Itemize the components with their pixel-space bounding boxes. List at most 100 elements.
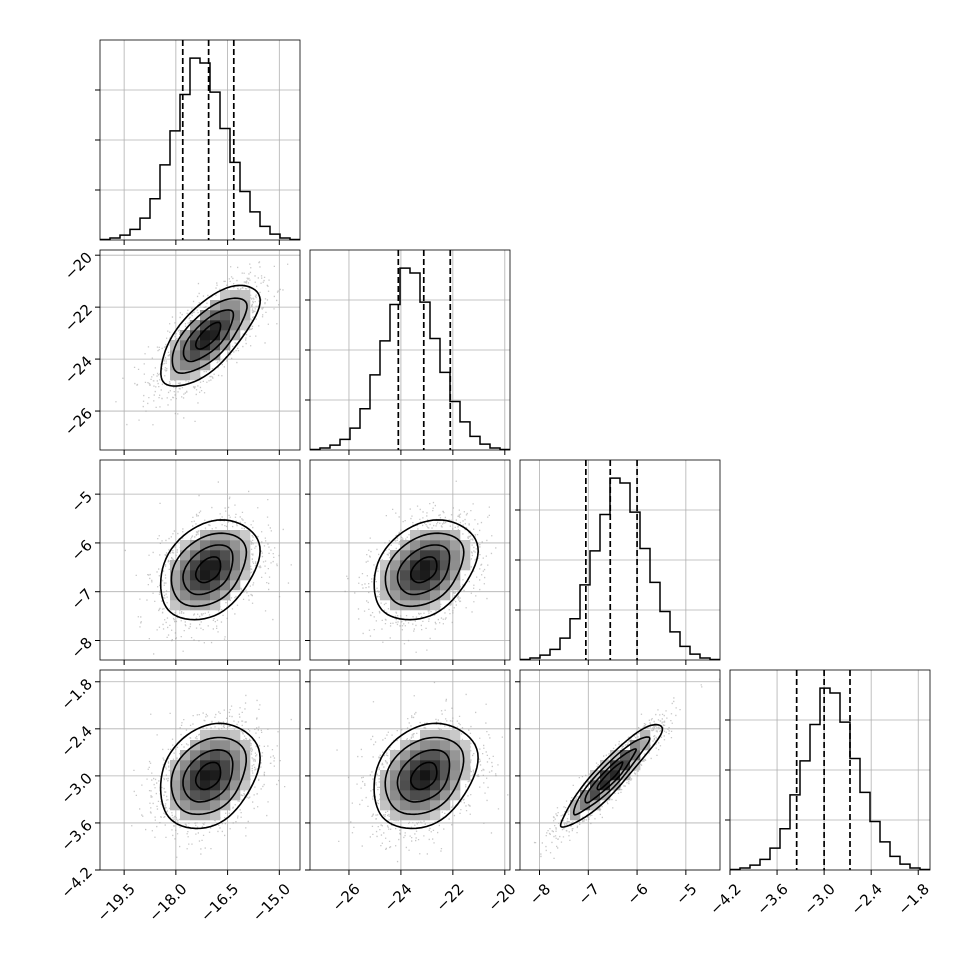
y-tick-label: −22 — [61, 300, 96, 335]
density-cell — [450, 740, 461, 751]
density-cell — [400, 590, 411, 601]
histogram-step-line — [730, 687, 930, 871]
density-cell — [190, 590, 201, 601]
density-cell — [210, 600, 221, 611]
density-cell — [230, 740, 241, 751]
density-cell — [640, 740, 651, 751]
contour-line-1 — [396, 748, 451, 803]
contour-line-0 — [409, 761, 438, 791]
density-cell — [220, 770, 231, 781]
density-cell — [630, 760, 641, 771]
density-cell — [630, 750, 641, 761]
density-cell — [230, 560, 241, 571]
density-cell — [230, 570, 241, 581]
density-cell — [180, 550, 191, 561]
scatter-points — [131, 694, 292, 858]
histogram-step-line — [100, 57, 300, 241]
density-cell — [200, 580, 211, 591]
contour-line-3 — [159, 519, 261, 621]
density-cell — [430, 590, 441, 601]
density-cell — [170, 350, 181, 361]
density-cell — [180, 540, 191, 551]
y-tick-label: −26 — [61, 404, 96, 439]
density-cell — [180, 350, 191, 361]
density-cell — [420, 790, 431, 801]
density-cell — [240, 740, 251, 751]
density-cell — [190, 370, 201, 381]
contour-line-2 — [170, 532, 248, 608]
density-cell — [430, 570, 441, 581]
density-cell — [390, 790, 401, 801]
density-cell — [230, 300, 241, 311]
density-cell — [180, 760, 191, 771]
density-cell — [210, 740, 221, 751]
histogram-panel-1 — [305, 249, 511, 455]
density-cell — [230, 550, 241, 561]
density-cell — [190, 540, 201, 551]
y-tick-label: −24 — [61, 352, 96, 387]
scatter-panel-0-2 — [95, 459, 301, 665]
density-cell — [210, 790, 221, 801]
density-cell — [190, 780, 201, 791]
density-cell — [450, 770, 461, 781]
density-cell — [380, 770, 391, 781]
density-cell — [450, 560, 461, 571]
y-tick-label: −8 — [68, 634, 96, 662]
scatter-panel-1-3 — [305, 669, 511, 875]
density-cell — [180, 790, 191, 801]
density-cell — [430, 740, 441, 751]
density-cell — [190, 580, 201, 591]
density-cell — [390, 560, 401, 571]
panel-frame — [519, 459, 721, 661]
density-cell — [210, 530, 221, 541]
scatter-panel-0-3 — [95, 669, 301, 875]
contour-line-1 — [182, 748, 234, 803]
density-cell — [210, 570, 221, 581]
density-cell — [440, 530, 451, 541]
density-cell — [210, 560, 221, 571]
density-cell — [420, 810, 431, 821]
density-cell — [430, 580, 441, 591]
contour-line-1 — [182, 309, 235, 363]
density-cell — [410, 780, 421, 791]
density-cell — [460, 750, 471, 761]
density-cell — [230, 320, 241, 331]
density-cell — [210, 340, 221, 351]
panel-content — [131, 694, 292, 858]
density-cell — [200, 550, 211, 561]
density-cell — [440, 550, 451, 561]
contour-line-3 — [373, 722, 479, 830]
density-cell — [410, 540, 421, 551]
y-tick-label: −7 — [68, 585, 96, 613]
x-tick-label: −19.5 — [94, 880, 139, 925]
density-cell — [180, 810, 191, 821]
density-cell — [230, 730, 241, 741]
density-cell — [400, 580, 411, 591]
density-cell — [450, 760, 461, 771]
density-cell — [460, 540, 471, 551]
density-cell — [380, 790, 391, 801]
x-tick-label: −18.0 — [145, 880, 190, 925]
density-cell — [210, 590, 221, 601]
density-cell — [390, 800, 401, 811]
density-cell — [240, 300, 251, 311]
density-cell — [420, 580, 431, 591]
density-cell — [430, 780, 441, 791]
x-tick-label: −3.0 — [800, 880, 838, 918]
y-tick-label: −5 — [68, 487, 96, 515]
density-cell — [430, 730, 441, 741]
density-cell — [200, 590, 211, 601]
density-cell — [240, 320, 251, 331]
density-cell — [390, 750, 401, 761]
histogram-step-line — [520, 477, 720, 661]
density-cell — [390, 590, 401, 601]
density-cell — [230, 790, 241, 801]
y-tick-label: −20 — [61, 248, 96, 283]
density-cell — [400, 780, 411, 791]
density-cell — [200, 810, 211, 821]
density-cell — [190, 810, 201, 821]
density-cell — [440, 770, 451, 781]
contour-line-0 — [194, 761, 222, 791]
density-cell — [410, 790, 421, 801]
density-cell — [380, 800, 391, 811]
